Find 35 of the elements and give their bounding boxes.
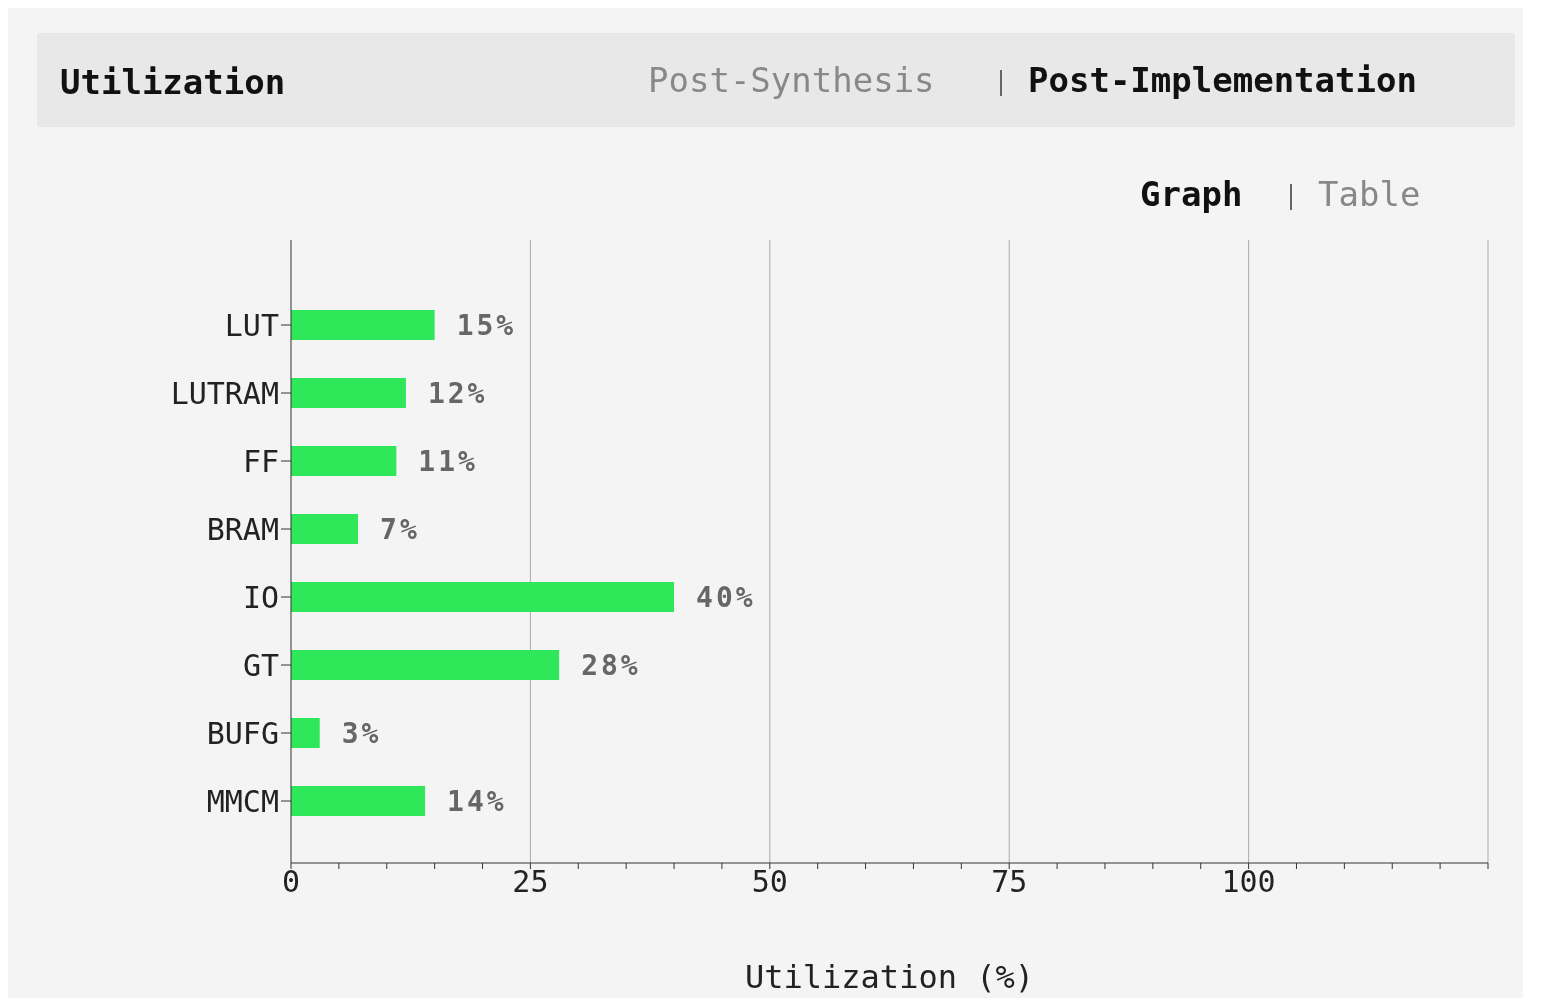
text: Table [1318, 174, 1421, 214]
y-tick-label: MMCM [206, 783, 279, 819]
bar [291, 786, 426, 816]
y-tick-label: IO [242, 579, 279, 615]
bar [291, 310, 435, 340]
x-axis-title: Utilization (%) [745, 958, 1034, 996]
y-tick-label: LUT [224, 307, 279, 343]
y-tick-label: FF [242, 443, 279, 479]
bar [291, 582, 675, 612]
x-tick-label: 25 [512, 864, 549, 900]
data-label: 11% [418, 444, 478, 478]
y-tick-label: LUTRAM [170, 375, 279, 411]
data-label: 7% [380, 512, 420, 546]
data-label: 28% [581, 648, 641, 682]
data-label: 15% [456, 308, 517, 342]
y-tick-label: BUFG [206, 715, 279, 751]
text: Post-Synthesis [648, 60, 935, 100]
x-tick-label: 50 [751, 864, 788, 900]
x-tick-label: 100 [1221, 864, 1276, 900]
data-label: 3% [341, 716, 382, 750]
data-label: 12% [427, 376, 488, 410]
x-tick-label: 0 [281, 864, 301, 900]
x-tick-label: 75 [991, 864, 1028, 900]
text: Graph [1140, 174, 1243, 214]
data-label: 40% [696, 580, 756, 614]
text: Post-Implementation [1028, 60, 1417, 100]
y-tick-label: GT [242, 647, 279, 683]
data-label: 14% [447, 784, 507, 818]
bar [291, 718, 320, 748]
chart-title: Utilization [60, 62, 286, 102]
bar [291, 378, 406, 408]
bar [291, 514, 359, 544]
bar [291, 446, 397, 476]
bar [291, 650, 560, 680]
y-tick-label: BRAM [206, 511, 279, 547]
